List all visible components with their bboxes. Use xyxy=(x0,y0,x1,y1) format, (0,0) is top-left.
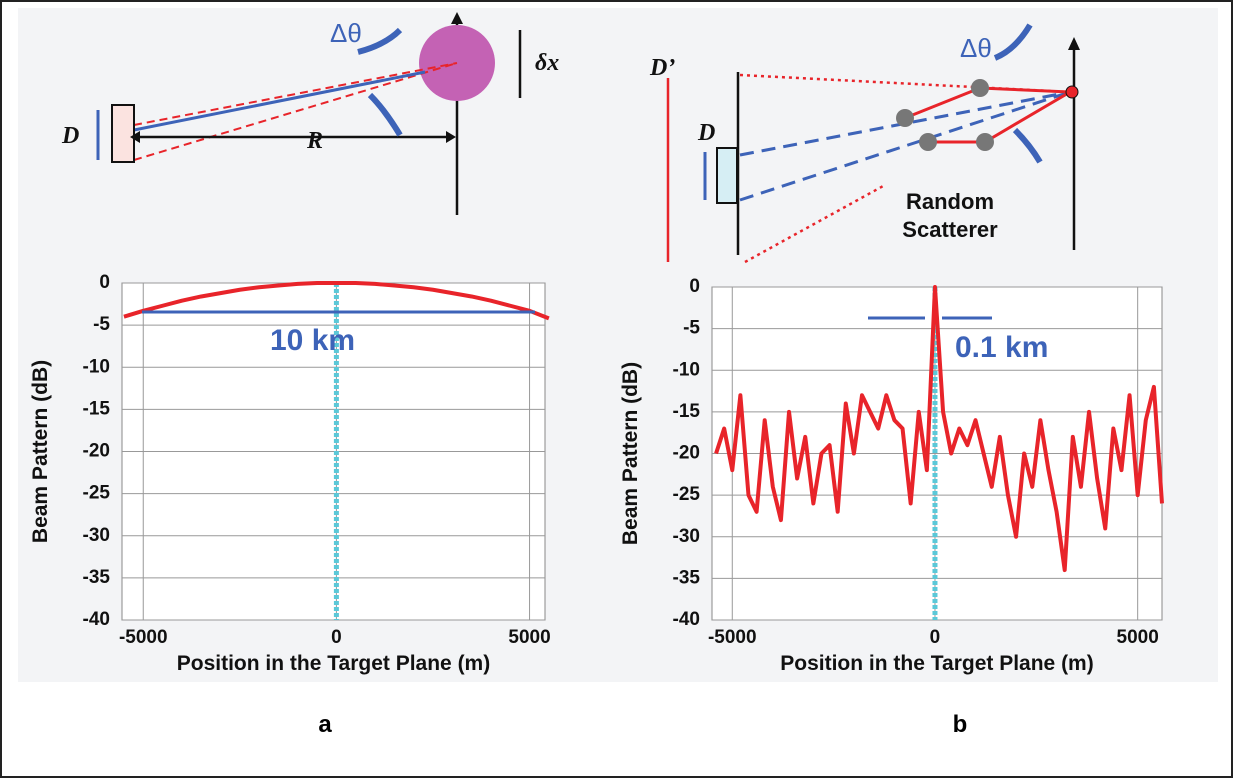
y-tick-label: -35 xyxy=(83,567,111,588)
y-tick-label: -15 xyxy=(673,401,701,422)
aperture-label: D xyxy=(61,123,79,149)
arrow-head xyxy=(1068,37,1080,50)
y-tick-label: -25 xyxy=(673,484,701,505)
y-tick-label: 0 xyxy=(99,272,110,293)
x-axis-label: Position in the Target Plane (m) xyxy=(780,652,1093,675)
arrow-head xyxy=(130,131,140,143)
y-tick-label: -15 xyxy=(83,398,111,419)
y-tick-label: -10 xyxy=(673,359,700,380)
effective-aperture-label: D’ xyxy=(649,55,675,81)
y-axis-label: Beam Pattern (dB) xyxy=(619,362,642,545)
scatterer xyxy=(971,79,989,97)
angle-arrow xyxy=(993,23,1033,61)
y-tick-label: -20 xyxy=(673,443,700,464)
dx-label: δx xyxy=(535,50,559,76)
angle-label: Δθ xyxy=(960,33,992,63)
line xyxy=(714,285,1164,573)
x-tick-label: 5000 xyxy=(508,627,550,648)
y-tick-label: 0 xyxy=(689,276,700,297)
y-tick-label: -30 xyxy=(83,525,110,546)
angle-arrow xyxy=(357,27,403,55)
y-tick-label: -35 xyxy=(673,567,701,588)
y-tick-label: -30 xyxy=(673,526,700,547)
scatterer xyxy=(976,133,994,151)
antenna xyxy=(716,147,738,204)
arrow-head xyxy=(451,12,463,24)
y-tick-label: -40 xyxy=(673,609,700,630)
series-group xyxy=(123,281,550,321)
scatterer-label: Random Scatterer xyxy=(902,189,998,242)
aperture-label: D xyxy=(697,120,715,146)
series-group xyxy=(714,285,1164,573)
beam-edge xyxy=(133,62,458,161)
angle-arrow xyxy=(367,92,403,137)
diagram-b: Δθ D’ D Random Scatterer xyxy=(649,23,1080,264)
arrow-head xyxy=(446,131,456,143)
angle-label: Δθ xyxy=(330,18,362,48)
scatterer-label-box: Random Scatterer xyxy=(902,189,998,242)
y-tick-label: -20 xyxy=(83,441,110,462)
x-tick-label: 5000 xyxy=(1117,627,1159,648)
range-label: R xyxy=(306,128,323,154)
scatterer xyxy=(919,133,937,151)
x-tick-label: -5000 xyxy=(708,627,757,648)
x-tick-label: 0 xyxy=(331,627,342,648)
y-tick-label: -25 xyxy=(83,483,111,504)
y-tick-label: -5 xyxy=(93,314,110,335)
y-tick-label: -10 xyxy=(83,356,110,377)
beam-edge xyxy=(133,62,458,126)
diagram-a: Δθ δx D R xyxy=(61,12,559,215)
beam-edge xyxy=(739,90,1071,202)
annotation: 0.1 km xyxy=(955,331,1048,364)
panel-label: b xyxy=(953,711,968,738)
y-tick-label: -5 xyxy=(683,318,700,339)
angle-arrow xyxy=(1012,127,1043,164)
target xyxy=(1065,85,1079,99)
annotation: 10 km xyxy=(270,324,355,357)
x-axis-label: Position in the Target Plane (m) xyxy=(177,652,490,675)
panel-label: a xyxy=(318,711,332,738)
x-tick-label: 0 xyxy=(930,627,941,648)
line xyxy=(123,281,550,321)
x-tick-label: -5000 xyxy=(119,627,168,648)
scatterer xyxy=(896,109,914,127)
y-tick-label: -40 xyxy=(83,609,110,630)
beam-center xyxy=(133,70,426,132)
y-axis-label: Beam Pattern (dB) xyxy=(29,360,52,543)
antenna xyxy=(111,104,135,163)
beam-edge xyxy=(744,183,886,264)
